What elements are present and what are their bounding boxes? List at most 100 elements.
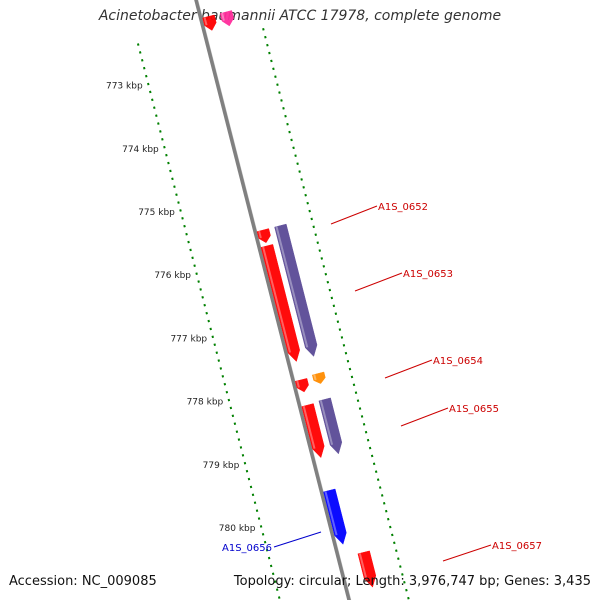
inner-ring-minor-tick <box>237 438 241 441</box>
gene-label-a1s_0653: A1S_0653 <box>403 269 453 280</box>
outer-ring-minor-tick <box>328 288 332 292</box>
inner-ring-minor-tick <box>231 414 235 418</box>
inner-ring-minor-tick <box>153 106 156 110</box>
outer-ring-minor-tick <box>344 351 348 355</box>
inner-ring-minor-tick <box>136 43 140 46</box>
gene-gloss <box>302 405 316 449</box>
gene-gloss <box>221 12 225 21</box>
gene-arrow-a1s_0653b <box>260 244 300 362</box>
outer-ring-minor-tick <box>350 375 354 379</box>
inner-ring-minor-tick <box>209 327 212 331</box>
scale-label: 780 kbp <box>219 524 256 534</box>
outer-ring-minor-tick <box>288 130 291 134</box>
scale-label: 775 kbp <box>138 208 175 218</box>
inner-ring-minor-tick <box>159 130 162 133</box>
inner-ring-minor-tick <box>217 359 221 362</box>
inner-ring-minor-tick <box>191 256 194 260</box>
inner-ring-minor-tick <box>138 51 142 54</box>
gene-leader-line <box>273 531 322 548</box>
gene-gloss <box>358 553 368 579</box>
inner-ring-minor-tick <box>157 122 160 125</box>
gene-leader-line <box>400 407 449 427</box>
inner-ring-minor-tick <box>253 501 257 505</box>
outer-ring-minor-tick <box>264 35 267 39</box>
inner-ring-minor-tick <box>171 177 174 181</box>
inner-ring-minor-tick <box>245 469 249 473</box>
inner-ring-minor-tick <box>267 556 271 560</box>
outer-ring-minor-tick <box>395 549 398 553</box>
inner-ring-minor-tick <box>265 548 269 552</box>
inner-ring-minor-tick <box>241 454 245 457</box>
outer-ring-minor-tick <box>332 304 336 308</box>
gene-arrow-a1s_0654 <box>294 378 309 393</box>
outer-ring-minor-tick <box>322 265 326 268</box>
gene-leader-line <box>354 272 403 292</box>
inner-ring-minor-tick <box>187 240 190 244</box>
gene-leader-line <box>384 359 433 379</box>
scale-label: 774 kbp <box>122 145 159 155</box>
outer-ring-minor-tick <box>278 91 281 94</box>
outer-ring-minor-tick <box>320 257 324 260</box>
outer-ring-minor-tick <box>389 525 392 529</box>
inner-ring-minor-tick <box>145 74 148 78</box>
inner-ring-minor-tick <box>199 288 202 291</box>
outer-ring-minor-tick <box>407 596 410 600</box>
inner-ring-minor-tick <box>167 161 170 165</box>
outer-ring-minor-tick <box>336 320 340 323</box>
outer-ring-minor-tick <box>403 581 406 584</box>
inner-ring-minor-tick <box>229 406 233 410</box>
inner-ring-minor-tick <box>259 525 263 528</box>
outer-ring-minor-tick <box>300 178 303 181</box>
outer-ring-minor-tick <box>302 186 305 189</box>
outer-ring-minor-tick <box>384 509 388 513</box>
inner-ring-minor-tick <box>183 224 186 228</box>
gene-leader-line <box>442 544 492 562</box>
gene-arrow-a1s_0655b <box>318 397 343 455</box>
outer-ring-minor-tick <box>282 107 285 110</box>
inner-ring-minor-tick <box>227 398 231 402</box>
outer-ring-minor-tick <box>266 43 269 47</box>
inner-ring-minor-tick <box>203 303 206 307</box>
inner-ring-minor-tick <box>163 145 166 149</box>
outer-ring-minor-tick <box>348 367 352 371</box>
outer-ring-minor-tick <box>270 59 273 63</box>
gene-label-a1s_0656: A1S_0656 <box>222 543 272 554</box>
inner-ring-minor-tick <box>193 264 196 268</box>
gene-gloss <box>203 17 208 26</box>
inner-ring-minor-tick <box>251 493 255 497</box>
inner-ring-minor-tick <box>243 461 247 465</box>
outer-ring-minor-tick <box>374 470 378 474</box>
outer-ring-minor-tick <box>284 114 287 118</box>
gene-arrow-a1s_0654b <box>311 371 326 384</box>
outer-ring-minor-tick <box>391 533 394 537</box>
inner-ring-minor-tick <box>211 335 214 339</box>
inner-ring-minor-tick <box>273 580 277 584</box>
gene-gloss <box>313 374 317 381</box>
inner-ring-minor-tick <box>165 153 168 157</box>
outer-ring-minor-tick <box>362 423 366 426</box>
inner-ring-minor-tick <box>149 90 152 94</box>
outer-ring-minor-tick <box>314 233 317 237</box>
outer-ring-minor-tick <box>286 122 289 126</box>
inner-ring-minor-tick <box>155 114 158 117</box>
outer-ring-minor-tick <box>372 462 376 466</box>
inner-ring-minor-tick <box>197 280 200 283</box>
outer-ring-minor-tick <box>364 430 368 434</box>
outer-ring-minor-tick <box>334 312 338 316</box>
outer-ring-minor-tick <box>276 83 279 86</box>
inner-ring-minor-tick <box>185 232 188 236</box>
topology-text: Topology: circular; Length: 3,976,747 bp… <box>233 574 591 589</box>
inner-ring-minor-tick <box>189 248 192 252</box>
outer-ring-minor-tick <box>292 146 295 150</box>
scale-label: 773 kbp <box>106 82 143 92</box>
inner-ring-minor-tick <box>207 319 210 323</box>
gene-label-a1s_0652: A1S_0652 <box>378 202 428 213</box>
gene-gloss <box>324 491 338 536</box>
outer-ring-minor-tick <box>399 565 402 568</box>
outer-ring-minor-tick <box>312 225 315 229</box>
inner-ring-minor-tick <box>249 485 253 489</box>
outer-ring-minor-tick <box>298 170 301 173</box>
outer-ring-minor-tick <box>280 99 283 102</box>
inner-ring-minor-tick <box>275 588 279 591</box>
